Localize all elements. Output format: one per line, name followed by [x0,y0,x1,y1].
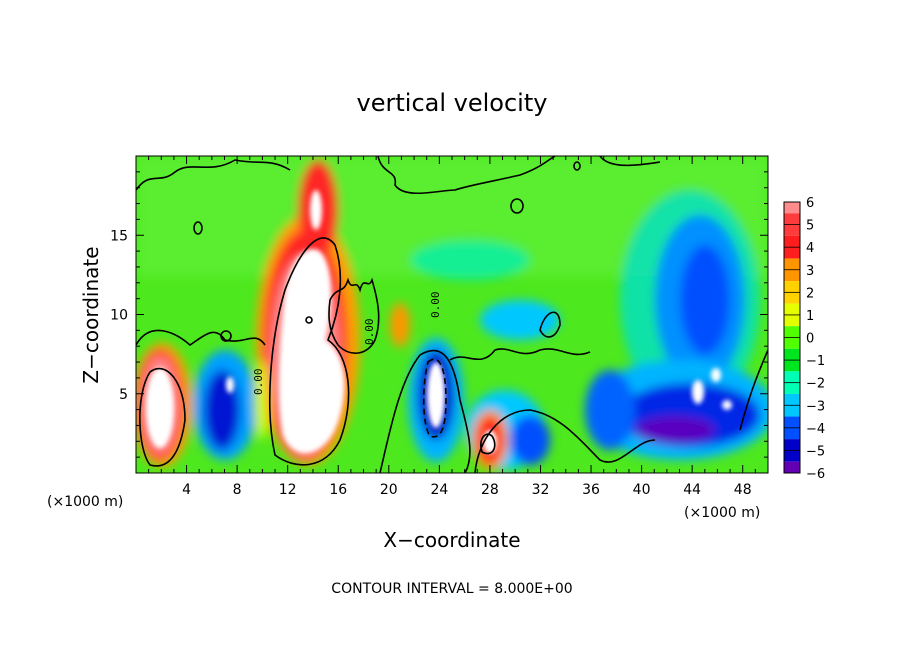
x-tick-label: 44 [683,482,701,498]
contour-small-a [510,198,524,214]
colorbar-tick-label: 3 [806,264,814,279]
downdraft-mid-patch-c [410,240,530,280]
colorbar-tick-label: 5 [806,219,814,234]
chart-title: vertical velocity [357,89,548,117]
colorbar-tick-label: 2 [806,286,814,301]
updraft-plume-white [310,190,322,230]
downdraft-upper-right-core [680,245,730,355]
heatmap-field [136,156,768,473]
updraft-patch-20 [390,303,410,347]
x-tick-label: 36 [582,482,600,498]
contour-label-c: 0.00 [429,292,442,319]
footer-contour-interval: CONTOUR INTERVAL = 8.000E+00 [331,581,572,597]
x-tick-label: 4 [182,482,191,498]
contour-lines [136,156,768,473]
contour-small-b [193,221,203,235]
colorbar-tick-label: −5 [806,444,825,459]
contour-right-lower [474,409,656,473]
colorbar-tick-label: 1 [806,309,814,324]
x-axis-label: X−coordinate [383,528,520,552]
x-tick-label: 48 [734,482,752,498]
x-tick-label: 8 [233,482,242,498]
colorbar-tick-label: −4 [806,422,825,437]
contour-top-mid [377,156,556,195]
contour-small-e [305,316,313,324]
contour-small-d [220,330,232,342]
contour-label-b: 0.00 [363,319,376,346]
contour-small-c [573,161,581,171]
x-tick-label: 40 [633,482,651,498]
contour-label-a: 0.00 [252,369,265,396]
downdraft-center-white-core [427,362,445,428]
contour-mid-jagged [328,277,380,354]
colorbar-tick-label: 4 [806,241,814,256]
x-axis: 4 8 12 16 20 24 28 32 36 40 44 48 [148,156,756,498]
y-tick-label: 10 [110,308,128,324]
colorbar-tick-label: −3 [806,399,825,414]
contour-left-midheight [136,329,266,347]
x-tick-label: 24 [430,482,448,498]
downdraft-left-white [226,377,234,393]
updraft-patch-11 [254,360,270,440]
colorbar: 6 5 4 3 2 1 0 −1 −2 −3 −4 −5 −6 [783,196,825,482]
y-axis: 5 10 15 [110,171,768,458]
colorbar-swatch [784,461,800,473]
contour-right-mid [539,311,561,338]
x-tick-label: 32 [532,482,550,498]
colorbar-swatch [784,202,800,214]
colorbar-tick-label: 6 [806,196,814,211]
contour-mid-wavy [449,348,591,361]
contour-top-left [136,159,291,191]
contour-updraft-outer [269,237,350,466]
y-axis-label: Z−coordinate [79,246,103,383]
contour-right-edge [739,349,768,431]
colorbar-tick-label: 0 [806,332,814,347]
updraft-left-white-core [146,368,174,448]
x-tick-label: 20 [380,482,398,498]
colorbar-tick-label: −6 [806,467,825,482]
x-unit-left: (×1000 m) [47,494,123,510]
contour-small-updraft [480,433,496,455]
contour-center-down-inner [422,358,447,438]
x-tick-label: 16 [329,482,347,498]
downdraft-right-white-c [711,368,721,382]
x-tick-label: 28 [481,482,499,498]
x-unit-right: (×1000 m) [684,505,760,521]
updraft-large-white-core [279,249,345,454]
downdraft-left-a-core [204,370,240,450]
downdraft-mid-patch-a [480,300,560,340]
y-tick-label: 15 [110,228,128,244]
contour-labels: 0.00 0.00 0.00 [252,292,442,396]
downdraft-right-white-b [722,400,732,410]
downdraft-left-b-core [510,415,550,465]
x-tick-label: 12 [279,482,297,498]
colorbar-tick-label: −1 [806,354,825,369]
downdraft-lower-right-core [635,416,715,444]
downdraft-right-white-a [692,380,704,404]
colorbar-tick-label: −2 [806,377,825,392]
y-tick-label: 5 [119,387,128,403]
contour-left-updraft [139,367,186,467]
contour-center-down-outer [379,349,471,473]
downdraft-mid-patch-b [585,370,635,450]
